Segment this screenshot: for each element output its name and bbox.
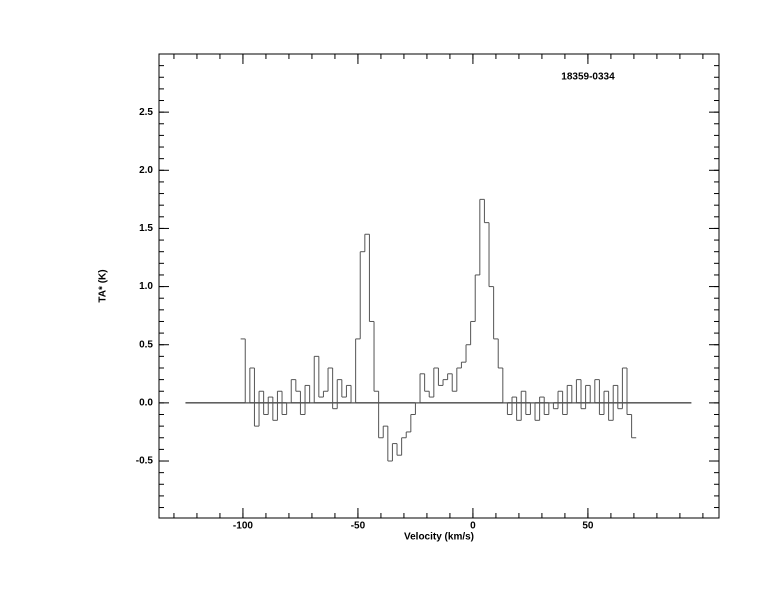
y-tick-label: 2.5: [139, 107, 153, 118]
y-tick-label: 1.0: [139, 281, 153, 292]
y-tick-label: 0.5: [139, 339, 153, 350]
y-axis-label: TA* (K): [98, 269, 109, 302]
plot-frame: [158, 53, 720, 519]
x-tick-label: 50: [582, 521, 594, 532]
chart-title: 18359-0334: [561, 72, 615, 83]
x-axis-label: Velocity (km/s): [404, 532, 474, 543]
y-tick-label: 2.0: [139, 165, 153, 176]
x-tick-label: 0: [470, 521, 476, 532]
y-tick-label: 1.5: [139, 223, 153, 234]
y-tick-label: 0.0: [139, 398, 153, 409]
x-tick-label: -100: [233, 521, 253, 532]
x-tick-label: -50: [351, 521, 366, 532]
y-tick-label: -0.5: [136, 456, 154, 467]
step-connector: [244, 199, 633, 462]
